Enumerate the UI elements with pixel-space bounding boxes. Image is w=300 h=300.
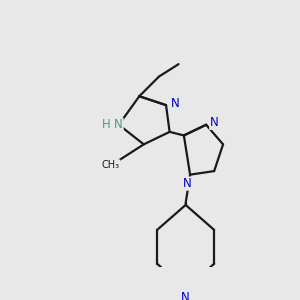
Text: H: H xyxy=(102,118,111,131)
Text: N: N xyxy=(171,97,179,110)
Text: N: N xyxy=(210,116,218,130)
Text: N: N xyxy=(180,291,189,300)
Text: CH₃: CH₃ xyxy=(102,160,120,170)
Text: N: N xyxy=(183,177,192,190)
Text: N: N xyxy=(114,118,123,131)
